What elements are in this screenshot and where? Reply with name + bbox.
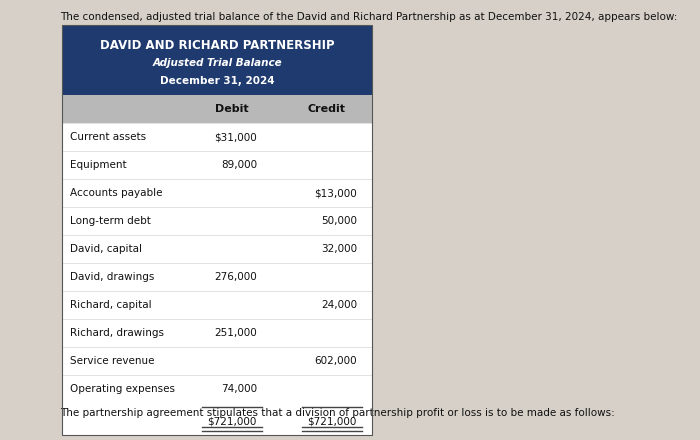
Text: Richard, drawings: Richard, drawings: [70, 328, 164, 338]
Bar: [62, 291, 372, 319]
Bar: [62, 179, 372, 207]
Text: The condensed, adjusted trial balance of the David and Richard Partnership as at: The condensed, adjusted trial balance of…: [60, 12, 678, 22]
Text: 89,000: 89,000: [221, 160, 257, 170]
Text: DAVID AND RICHARD PARTNERSHIP: DAVID AND RICHARD PARTNERSHIP: [99, 39, 335, 52]
Text: 251,000: 251,000: [214, 328, 257, 338]
Text: $13,000: $13,000: [314, 188, 357, 198]
Text: 24,000: 24,000: [321, 300, 357, 310]
Bar: [62, 319, 372, 347]
Text: The partnership agreement stipulates that a division of partnership profit or lo: The partnership agreement stipulates tha…: [60, 408, 615, 418]
Text: 276,000: 276,000: [214, 272, 257, 282]
Text: Credit: Credit: [308, 104, 346, 114]
Text: Operating expenses: Operating expenses: [70, 384, 175, 394]
Text: December 31, 2024: December 31, 2024: [160, 76, 274, 86]
Bar: [62, 25, 372, 435]
Text: 50,000: 50,000: [321, 216, 357, 226]
Bar: [62, 235, 372, 263]
Text: David, drawings: David, drawings: [70, 272, 155, 282]
Text: Equipment: Equipment: [70, 160, 127, 170]
Text: $721,000: $721,000: [208, 416, 257, 426]
Text: David, capital: David, capital: [70, 244, 142, 254]
Bar: [62, 347, 372, 375]
Bar: [62, 25, 372, 95]
Bar: [62, 151, 372, 179]
Text: 602,000: 602,000: [314, 356, 357, 366]
Bar: [62, 403, 372, 435]
Text: Current assets: Current assets: [70, 132, 146, 142]
Bar: [62, 95, 372, 123]
Bar: [62, 263, 372, 291]
Text: Accounts payable: Accounts payable: [70, 188, 162, 198]
Text: Richard, capital: Richard, capital: [70, 300, 152, 310]
Text: $31,000: $31,000: [214, 132, 257, 142]
Text: 74,000: 74,000: [221, 384, 257, 394]
Text: Debit: Debit: [215, 104, 248, 114]
Text: 32,000: 32,000: [321, 244, 357, 254]
Bar: [62, 207, 372, 235]
Text: $721,000: $721,000: [307, 416, 357, 426]
Text: Service revenue: Service revenue: [70, 356, 155, 366]
Text: Adjusted Trial Balance: Adjusted Trial Balance: [152, 58, 282, 68]
Text: Long-term debt: Long-term debt: [70, 216, 151, 226]
Bar: [62, 375, 372, 403]
Bar: [62, 123, 372, 151]
